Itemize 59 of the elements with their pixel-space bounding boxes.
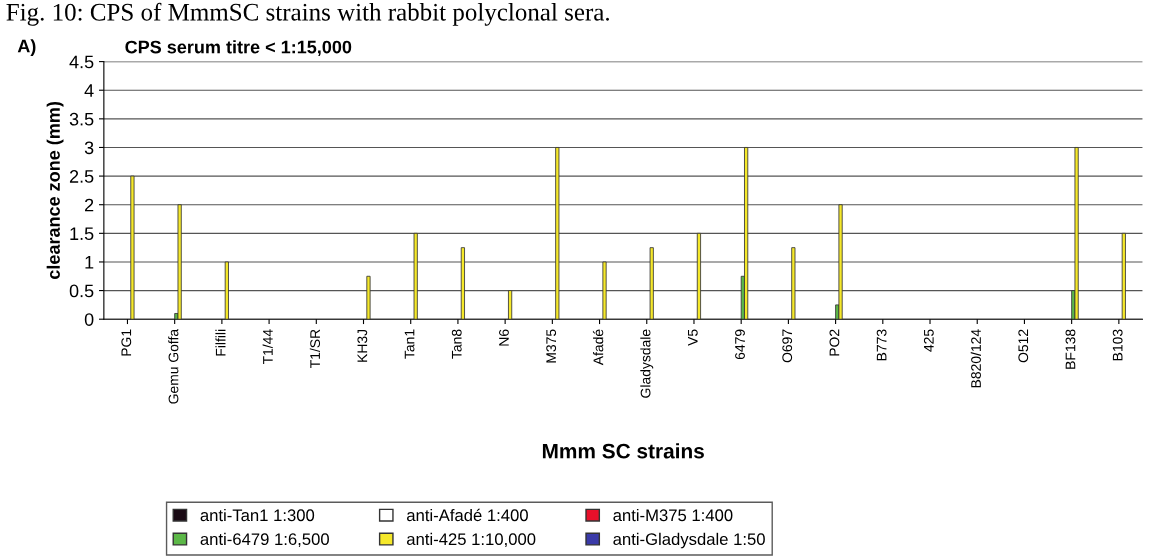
bar	[555, 147, 560, 320]
bar	[224, 261, 229, 320]
bar	[602, 261, 607, 320]
x-tick-label: B820/124	[970, 329, 981, 388]
x-tick-label: PG1	[121, 329, 132, 356]
x-tick-label: O697	[782, 329, 793, 363]
bar	[413, 232, 418, 320]
x-tick-label: M375	[546, 329, 557, 363]
x-tick-label: Tan1	[404, 329, 415, 359]
bar	[696, 232, 701, 320]
x-tick-label: V5	[688, 329, 698, 346]
x-tick-label: B103	[1112, 329, 1123, 361]
y-tick-label: 2.5	[69, 170, 94, 183]
bar	[460, 247, 465, 320]
bar	[177, 204, 182, 320]
bar	[1074, 147, 1079, 320]
chart-title: CPS serum titre < 1:15,000	[125, 40, 352, 57]
x-tick-label: Afadé	[592, 329, 604, 366]
bar	[838, 204, 843, 320]
x-tick-label: Tan8	[451, 329, 462, 359]
y-tick-label: 1	[85, 256, 94, 269]
y-tick-label: 3.5	[69, 112, 94, 126]
legend-label: anti-Gladysdale 1:50	[613, 532, 765, 549]
text: A)	[17, 39, 36, 57]
x-tick-label: O512	[1018, 329, 1029, 363]
legend-label: anti-Afadé 1:400	[406, 508, 528, 522]
x-tick-label: Gladysdale	[640, 329, 654, 398]
y-tick-label: 0.5	[69, 284, 94, 298]
x-tick-label: BF138	[1065, 329, 1076, 369]
legend-label: anti-6479 1:6,500	[200, 532, 329, 548]
y-tick-label: 4.5	[69, 55, 94, 69]
x-tick-label: Gemu Goffa	[168, 328, 179, 404]
legend-label: anti-M375 1:400	[613, 508, 733, 522]
bar	[366, 275, 371, 320]
caption: Fig. 10: CPS of MmmSC strains with rabbit polyclonal sera.	[6, 2, 609, 26]
x-tick-label: T1/44	[262, 329, 273, 365]
bar	[130, 175, 135, 320]
y-axis-title: clearance zone (mm)	[46, 101, 64, 279]
bar	[744, 147, 749, 320]
bar	[649, 247, 654, 320]
bar	[508, 290, 513, 320]
x-tick-label: B773	[876, 329, 887, 361]
legend-label: anti-425 1:10,000	[406, 532, 536, 548]
x-axis-title: Mmm SC strains	[542, 443, 704, 459]
y-tick-label: 0	[84, 313, 94, 326]
x-tick-label: N6	[499, 329, 509, 346]
x-tick-label: PO2	[829, 329, 840, 356]
y-tick-label: 2	[85, 198, 94, 212]
y-tick-label: 3	[84, 141, 94, 155]
y-tick-label: 1.5	[70, 227, 94, 241]
x-tick-label: Filfili	[215, 329, 226, 356]
x-tick-label: T1/SR	[309, 329, 321, 368]
bar	[1121, 232, 1126, 320]
bar	[791, 247, 796, 320]
x-tick-label: 6479	[735, 329, 745, 360]
x-tick-label: 425	[923, 329, 934, 352]
y-tick-label: 4	[84, 84, 94, 97]
legend-label: anti-Tan1 1:300	[200, 508, 315, 522]
x-tick-label: KH3J	[357, 329, 368, 362]
